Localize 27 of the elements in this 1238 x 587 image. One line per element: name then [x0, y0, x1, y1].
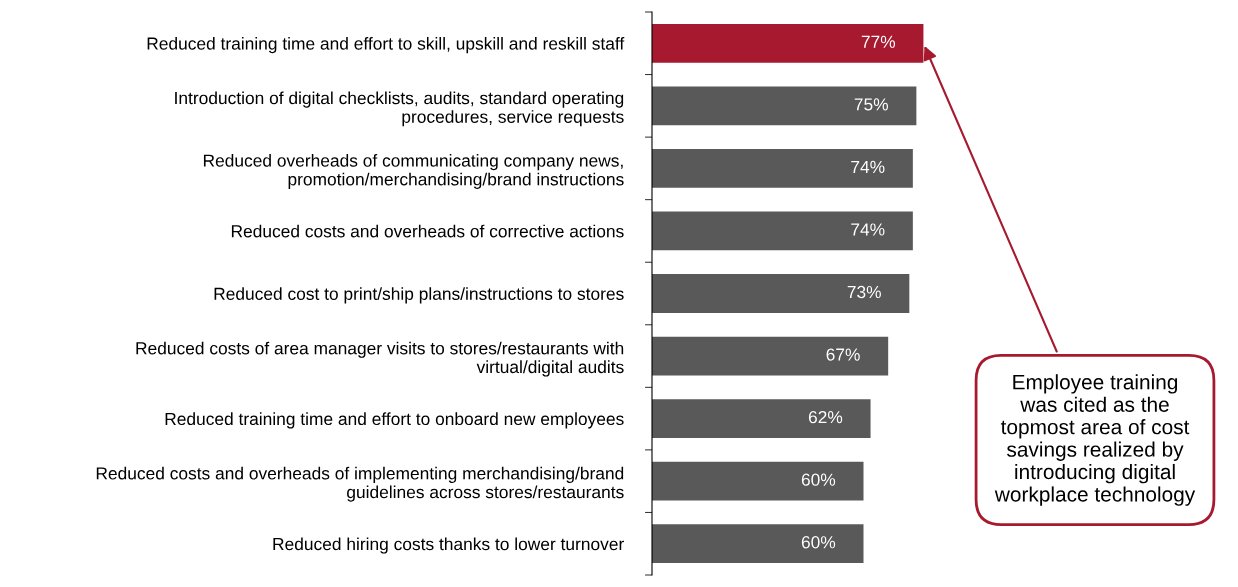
y-tick-label: Introduction of digital checklists, audits, standard operating procedures, service requests	[175, 91, 624, 127]
data-label: 75%	[854, 98, 889, 111]
bar	[652, 86, 917, 126]
data-label: 73%	[847, 285, 881, 299]
data-label: 60%	[801, 473, 836, 486]
data-label: 60%	[801, 536, 836, 549]
y-tick-label: Reduced training time and effort to skill, upskill and reskill staff	[147, 36, 625, 54]
data-label: 77%	[861, 35, 896, 48]
y-tick-label: Reduced hiring costs thanks to lower turnover	[273, 537, 624, 554]
bar	[652, 461, 864, 501]
data-label: 74%	[851, 223, 885, 236]
data-label: 67%	[826, 348, 860, 361]
bar	[652, 211, 913, 251]
y-tick-label: Reduced overheads of communicating company news, promotion/merchandising/brand instructions	[203, 154, 624, 189]
y-tick-label: Reduced training time and effort to onboard new employees	[165, 412, 624, 429]
bar	[652, 149, 913, 188]
bar	[652, 524, 864, 564]
y-tick-label: Reduced costs of area manager visits to stores/restaurants with virtual/digital audits	[136, 341, 624, 377]
y-tick-label: Reduced cost to print/ship plans/instructions to stores	[214, 287, 624, 304]
annotation: Employee training was cited as the topmost area of cost savings realized by introducing digital workplace technology	[994, 374, 1196, 506]
bar	[652, 274, 910, 313]
y-tick-label: Reduced costs and overheads of implementing merchandising/brand guidelines across stores/restaurants	[96, 466, 624, 502]
bar	[652, 336, 889, 376]
bar	[652, 399, 871, 438]
y-tick-label: Reduced costs and overheads of corrective actions	[231, 224, 624, 238]
data-label: 62%	[808, 410, 843, 424]
data-label: 74%	[851, 160, 885, 173]
